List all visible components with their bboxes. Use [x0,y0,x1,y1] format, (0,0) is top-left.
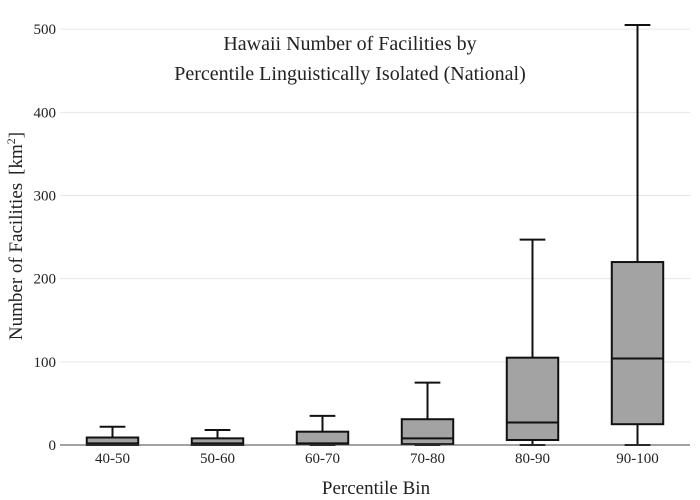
x-tick-labels: 40-50 50-60 60-70 70-80 80-90 90-100 [95,451,659,467]
x-tick-label: 40-50 [95,451,130,467]
chart-subtitle: Percentile Linguistically Isolated (Nati… [174,63,526,85]
box-60-70 [295,414,350,446]
y-tick-label: 200 [34,272,57,288]
y-tick-label: 400 [34,105,57,121]
box-iqr [295,430,350,446]
x-tick-label: 70-80 [410,451,445,467]
y-axis-title: Number of Facilities [km2] [4,132,27,340]
y-tick-label: 500 [34,22,57,38]
grid-lines [60,28,690,363]
box-90-100 [610,24,665,446]
y-tick-labels: 0 100 200 300 400 500 [34,22,57,454]
y-axis-title-text: Number of Facilities [6,183,27,340]
box-iqr [610,261,665,426]
x-tick-label: 50-60 [200,451,235,467]
y-axis-unit-superscript: 2 [4,138,18,144]
y-tick-label: 300 [34,188,57,204]
box-80-90 [505,238,560,446]
y-axis-unit-prefix: [km [6,144,27,175]
box-iqr [505,356,560,442]
y-tick-label: 100 [34,355,57,371]
box-70-80 [400,381,455,446]
chart-title: Hawaii Number of Facilities by [223,33,476,55]
box-40-50 [85,425,140,447]
box-iqr [400,418,455,446]
box-series [85,24,665,447]
y-tick-label: 0 [49,438,57,454]
box-50-60 [190,429,245,446]
x-tick-label: 60-70 [305,451,340,467]
y-axis-unit-suffix: ] [6,132,27,138]
x-axis-title: Percentile Bin [322,478,431,499]
x-tick-label: 80-90 [515,451,550,467]
x-tick-label: 90-100 [616,451,659,467]
